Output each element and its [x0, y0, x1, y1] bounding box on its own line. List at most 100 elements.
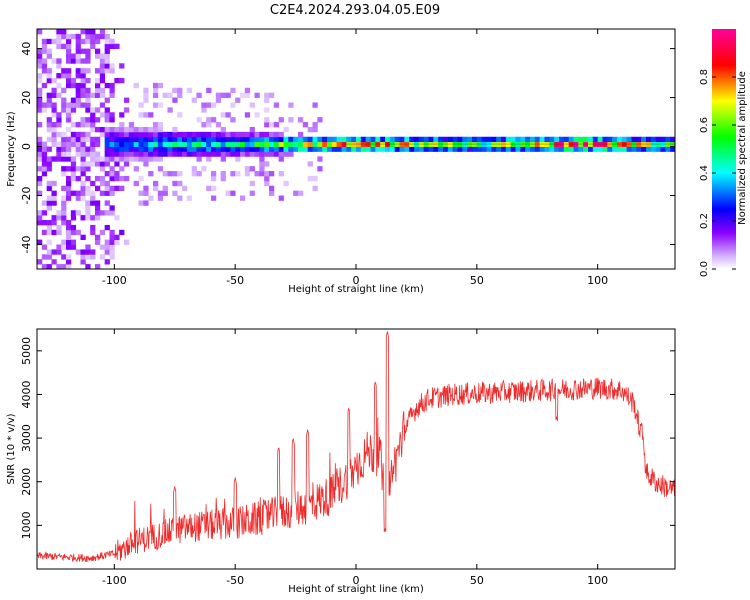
- heatmap-cell: [66, 220, 72, 226]
- heatmap-cell: [70, 122, 77, 128]
- heatmap-cell: [592, 146, 599, 152]
- heatmap-cell: [269, 185, 275, 192]
- y-tick-label: 2000: [20, 468, 33, 496]
- heatmap-cell: [394, 146, 400, 152]
- heatmap-cell: [641, 136, 647, 143]
- heatmap-cell: [80, 92, 86, 98]
- heatmap-cell: [148, 126, 154, 133]
- heatmap-cell: [148, 146, 154, 152]
- heatmap-cell: [578, 146, 584, 152]
- heatmap-cell: [104, 48, 110, 54]
- heatmap-cell: [298, 136, 304, 143]
- heatmap-cell: [61, 205, 67, 211]
- heatmap-cell: [56, 215, 62, 221]
- heatmap-cell: [157, 102, 164, 108]
- heatmap-cell: [162, 141, 168, 147]
- heatmap-cell: [61, 87, 67, 94]
- heatmap-cell: [259, 131, 265, 138]
- heatmap-cell: [597, 146, 603, 152]
- heatmap-cell: [66, 77, 72, 84]
- heatmap-cell: [46, 92, 52, 98]
- heatmap-cell: [95, 161, 101, 167]
- heatmap-cell: [278, 131, 284, 138]
- heatmap-cell: [99, 126, 106, 133]
- heatmap-cell: [264, 146, 270, 152]
- heatmap-cell: [119, 175, 125, 182]
- heatmap-cell: [167, 92, 173, 98]
- heatmap-cell: [128, 136, 135, 143]
- heatmap-cell: [244, 166, 251, 172]
- heatmap-cell: [41, 171, 48, 177]
- heatmap-cell: [46, 73, 52, 79]
- heatmap-cell: [51, 259, 57, 265]
- heatmap-cell: [99, 244, 106, 250]
- heatmap-cell: [46, 220, 52, 226]
- heatmap-cell: [95, 38, 101, 45]
- heatmap-cell: [128, 146, 135, 152]
- heatmap-cell: [109, 38, 115, 45]
- heatmap-cell: [80, 254, 86, 260]
- heatmap-cell: [288, 117, 294, 123]
- heatmap-cell: [41, 166, 48, 172]
- heatmap-cell: [99, 210, 106, 216]
- heatmap-cell: [563, 136, 570, 143]
- heatmap-cell: [157, 156, 164, 162]
- heatmap-cell: [109, 146, 115, 152]
- heatmap-cell: [230, 102, 236, 108]
- heatmap-cell: [41, 58, 48, 64]
- heatmap-cell: [109, 244, 115, 250]
- heatmap-cell: [220, 146, 226, 152]
- heatmap-cell: [109, 63, 115, 69]
- heatmap-cell: [37, 77, 43, 84]
- heatmap-cell: [41, 200, 48, 206]
- heatmap-cell: [278, 117, 284, 123]
- heatmap-cell: [534, 136, 541, 143]
- heatmap-cell: [56, 63, 62, 69]
- heatmap-cell: [66, 53, 72, 59]
- heatmap-cell: [186, 131, 193, 138]
- heatmap-cell: [104, 82, 110, 89]
- heatmap-cell: [162, 190, 168, 196]
- heatmap-cell: [259, 146, 265, 152]
- heatmap-cell: [298, 117, 304, 123]
- heatmap-cell: [56, 38, 62, 45]
- heatmap-cell: [56, 141, 62, 147]
- heatmap-cell: [196, 156, 202, 162]
- heatmap-cell: [447, 136, 454, 143]
- heatmap-cell: [650, 146, 657, 152]
- heatmap-cell: [85, 190, 91, 196]
- heatmap-cell: [264, 175, 270, 182]
- heatmap-cell: [312, 136, 318, 143]
- heatmap-cell: [201, 122, 207, 128]
- heatmap-cell: [37, 48, 43, 54]
- heatmap-cell: [85, 151, 91, 157]
- heatmap-cell: [230, 136, 236, 143]
- heatmap-cell: [206, 122, 212, 128]
- heatmap-cell: [172, 126, 178, 133]
- heatmap-cell: [75, 48, 81, 54]
- heatmap-cell: [211, 141, 217, 147]
- heatmap-cell: [264, 131, 270, 138]
- heatmap-cell: [235, 156, 241, 162]
- x-tick-label: 0: [353, 574, 360, 587]
- heatmap-cell: [114, 77, 120, 84]
- heatmap-cell: [235, 97, 241, 103]
- heatmap-cell: [544, 136, 550, 143]
- heatmap-cell: [269, 141, 275, 147]
- heatmap-cell: [109, 156, 115, 162]
- heatmap-cell: [56, 210, 62, 216]
- heatmap-cell: [486, 146, 492, 152]
- heatmap-cell: [46, 156, 52, 162]
- heatmap-cell: [167, 107, 173, 113]
- heatmap-cell: [211, 131, 217, 138]
- heatmap-cell: [95, 87, 101, 94]
- heatmap-cell: [104, 161, 110, 167]
- heatmap-cell: [220, 131, 226, 138]
- heatmap-cell: [162, 185, 168, 192]
- snr-plot-frame: [36, 328, 676, 570]
- heatmap-cell: [114, 141, 120, 147]
- heatmap-cell: [75, 151, 81, 157]
- heatmap-cell: [37, 122, 43, 128]
- heatmap-cell: [177, 180, 183, 187]
- heatmap-cell: [302, 141, 309, 147]
